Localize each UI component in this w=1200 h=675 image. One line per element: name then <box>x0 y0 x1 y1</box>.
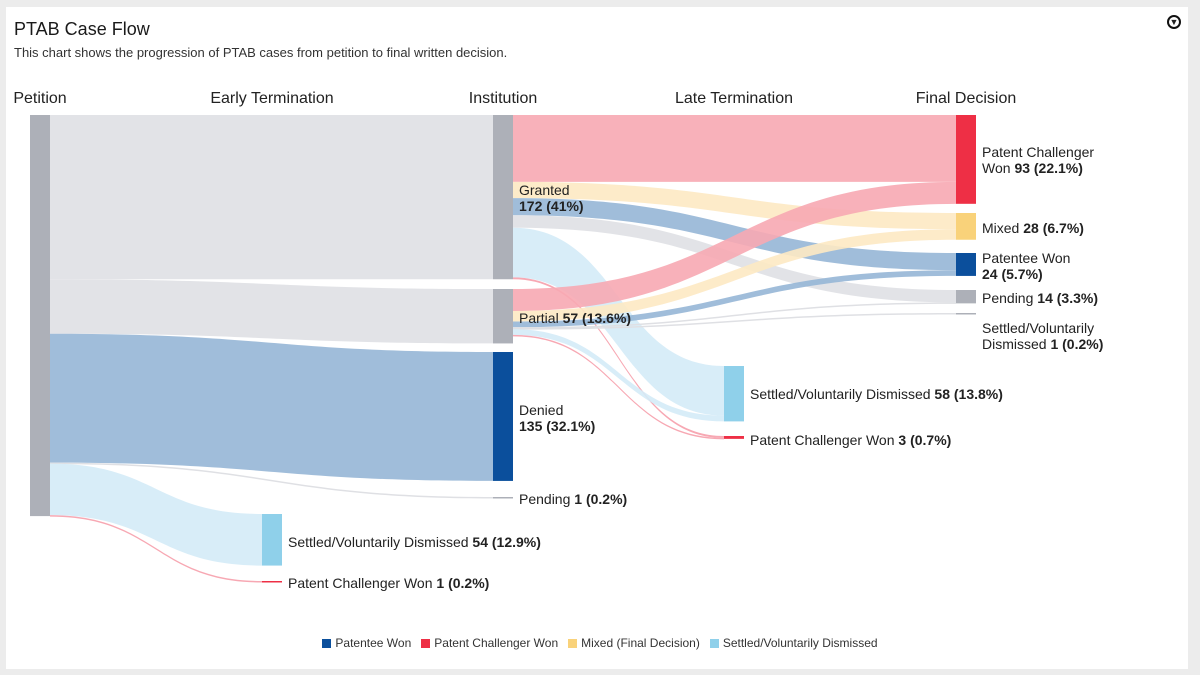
node-et_pcw[interactable] <box>262 581 282 583</box>
node-label-value: 3 (0.7%) <box>898 432 952 448</box>
node-fd_pcw[interactable] <box>956 115 976 204</box>
column-header-petition: Petition <box>13 90 67 107</box>
node-label-granted: Granted 172 (41%) <box>519 182 584 214</box>
node-label-name: Pending <box>519 491 571 507</box>
node-fd_pw[interactable] <box>956 253 976 276</box>
node-label-value: 1 (0.2%) <box>436 575 490 591</box>
column-header-final-decision: Final Decision <box>915 90 1017 107</box>
node-label-value: 1 (0.2%) <box>1050 336 1104 352</box>
link-granted-to-lt_pcw[interactable] <box>513 277 724 438</box>
legend-item[interactable]: Settled/Voluntarily Dismissed <box>709 636 878 650</box>
legend-item[interactable]: Mixed (Final Decision) <box>568 636 700 650</box>
link-petition-to-partial[interactable] <box>50 279 493 344</box>
link-partial-to-fd_pw[interactable] <box>513 270 956 328</box>
legend-label: Patentee Won <box>335 636 412 650</box>
link-granted-to-fd_mixed[interactable] <box>513 181 956 230</box>
node-label-fd_pending: Pending 14 (3.3%) <box>982 290 1098 306</box>
node-label-partial: Partial 57 (13.6%) <box>519 310 631 326</box>
node-granted[interactable] <box>493 115 513 280</box>
node-label-name: Patent Challenger Won <box>288 575 433 591</box>
legend-swatch <box>568 638 578 648</box>
legend-swatch <box>421 638 431 648</box>
node-fd_pending[interactable] <box>956 290 976 304</box>
node-label-et_pcw: Patent Challenger Won 1 (0.2%) <box>288 575 489 591</box>
link-partial-to-fd_settled[interactable] <box>513 313 956 330</box>
node-label-name: Granted <box>519 182 570 198</box>
column-header-late-termination: Late Termination <box>675 90 793 107</box>
node-label-value: 57 (13.6%) <box>562 310 632 326</box>
node-label-name: Patent Challenger Won <box>750 432 895 448</box>
node-partial[interactable] <box>493 289 513 344</box>
node-lt_settled[interactable] <box>724 366 744 422</box>
node-label-value: 135 (32.1%) <box>519 418 596 434</box>
legend: Patentee Won Patent Challenger Won Mixed (… <box>0 636 1200 650</box>
node-label-name: Denied <box>519 402 564 418</box>
node-label-value: 54 (12.9%) <box>472 534 541 550</box>
node-label-lt_pcw: Patent Challenger Won 3 (0.7%) <box>750 432 951 448</box>
link-petition-to-et_settled[interactable] <box>50 463 262 566</box>
link-petition-to-inst_pending[interactable] <box>50 462 493 499</box>
legend-swatch <box>709 638 719 648</box>
node-label-name: Settled/Voluntarily Dismissed <box>982 320 1095 352</box>
link-petition-to-granted[interactable] <box>50 115 493 280</box>
link-petition-to-denied[interactable] <box>50 333 493 481</box>
node-et_settled[interactable] <box>262 514 282 566</box>
chart-subtitle: This chart shows the progression of PTAB… <box>14 45 508 60</box>
node-label-value: 1 (0.2%) <box>574 491 628 507</box>
link-partial-to-lt_pcw[interactable] <box>513 334 724 440</box>
node-label-value: 24 (5.7%) <box>982 266 1043 282</box>
node-label-lt_settled: Settled/Voluntarily Dismissed 58 (13.8%) <box>750 386 1003 402</box>
link-partial-to-fd_pending[interactable] <box>513 302 956 329</box>
node-label-value: 14 (3.3%) <box>1037 290 1098 306</box>
column-header-early-termination: Early Termination <box>210 90 334 107</box>
link-granted-to-fd_pcw[interactable] <box>513 115 956 182</box>
node-petition[interactable] <box>30 115 50 517</box>
link-granted-to-fd_pw[interactable] <box>513 198 956 271</box>
link-petition-to-et_pcw[interactable] <box>50 515 262 583</box>
node-inst_pending[interactable] <box>493 497 513 499</box>
node-label-name: Partial <box>519 310 559 326</box>
node-label-value: 93 (22.1%) <box>1014 160 1083 176</box>
node-lt_pcw[interactable] <box>724 436 744 439</box>
node-label-fd_settled: Settled/Voluntarily Dismissed 1 (0.2%) <box>982 320 1122 352</box>
node-label-et_settled: Settled/Voluntarily Dismissed 54 (12.9%) <box>288 534 541 550</box>
link-partial-to-lt_settled[interactable] <box>513 329 724 422</box>
node-label-value: 28 (6.7%) <box>1023 220 1084 236</box>
link-partial-to-fd_mixed[interactable] <box>513 229 956 322</box>
legend-item[interactable]: Patent Challenger Won <box>421 636 558 650</box>
node-fd_settled[interactable] <box>956 313 976 315</box>
node-denied[interactable] <box>493 352 513 481</box>
link-partial-to-fd_pcw[interactable] <box>513 181 956 311</box>
node-label-fd_mixed: Mixed 28 (6.7%) <box>982 220 1084 236</box>
node-label-name: Settled/Voluntarily Dismissed <box>288 534 469 550</box>
legend-swatch <box>322 638 332 648</box>
node-label-name: Mixed <box>982 220 1020 236</box>
node-label-value: 172 (41%) <box>519 198 584 214</box>
legend-label: Mixed (Final Decision) <box>581 636 700 650</box>
node-label-name: Settled/Voluntarily Dismissed <box>750 386 931 402</box>
legend-label: Settled/Voluntarily Dismissed <box>722 636 878 650</box>
node-label-inst_pending: Pending 1 (0.2%) <box>519 491 627 507</box>
legend-label: Patent Challenger Won <box>434 636 559 650</box>
column-header-institution: Institution <box>468 90 538 107</box>
node-label-name: Pending <box>982 290 1034 306</box>
node-label-value: 58 (13.8%) <box>934 386 1003 402</box>
node-label-fd_pw: Patentee Won 24 (5.7%) <box>982 250 1082 282</box>
download-icon[interactable]: ▼ <box>1167 15 1181 29</box>
chart-title: PTAB Case Flow <box>14 19 150 39</box>
node-label-fd_pcw: Patent Challenger Won 93 (22.1%) <box>982 144 1117 176</box>
node-label-name: Patent Challenger Won <box>982 144 1095 176</box>
legend-item[interactable]: Patentee Won <box>322 636 411 650</box>
link-granted-to-fd_pending[interactable] <box>513 215 956 303</box>
node-label-denied: Denied 135 (32.1%) <box>519 402 595 434</box>
node-fd_mixed[interactable] <box>956 213 976 240</box>
node-label-name: Patentee Won <box>982 250 1071 266</box>
